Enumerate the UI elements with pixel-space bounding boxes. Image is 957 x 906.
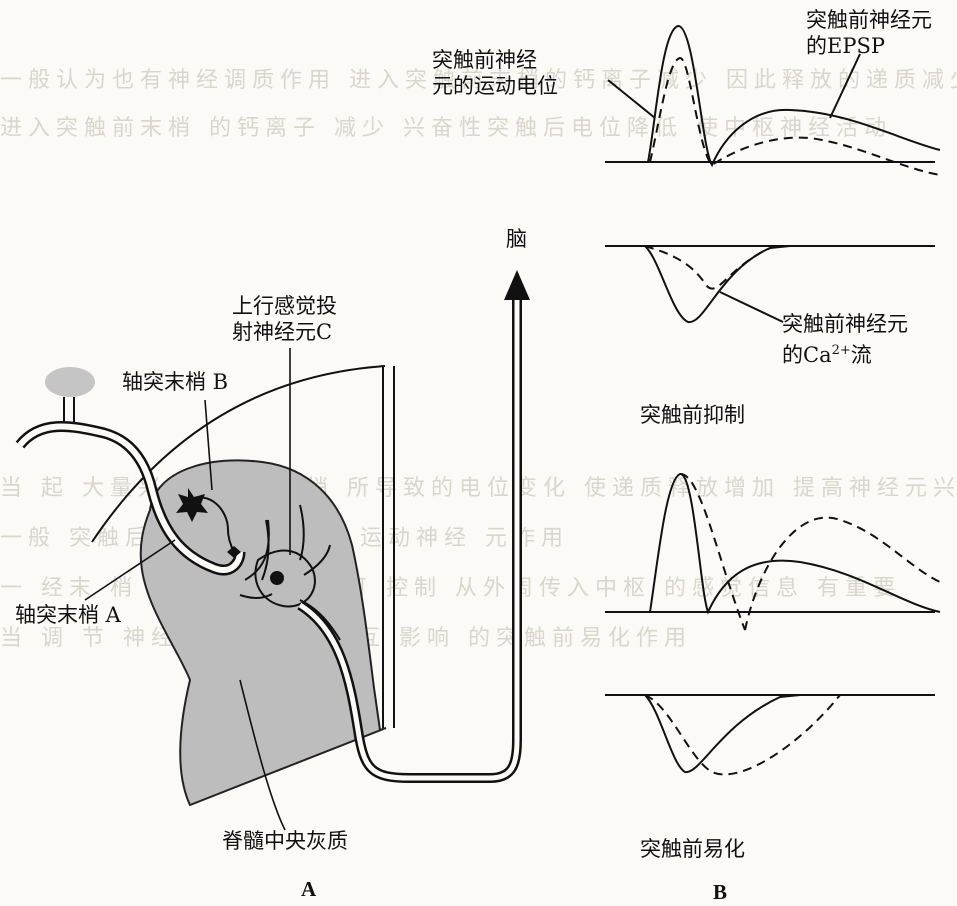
ca-current-solid — [605, 694, 801, 774]
arrow-to-brain — [504, 270, 530, 300]
action-potential-solid — [605, 473, 941, 615]
panel-b-label: B — [713, 880, 728, 904]
ca-current-solid — [605, 245, 791, 324]
panel-a-label: A — [301, 877, 317, 901]
gray-matter-label: 脊髓中央灰质 — [222, 829, 348, 853]
neuron-c-nucleus — [270, 571, 284, 585]
spinal-cord-schematic — [15, 270, 530, 831]
ca-current-dashed — [644, 245, 776, 290]
neuron-c-label-line2: 射神经元C — [232, 320, 333, 344]
axon-b-terminal — [227, 546, 241, 558]
leader-line — [204, 399, 213, 491]
axon-b-star — [176, 488, 208, 522]
action-potential-dashed — [679, 472, 941, 631]
ghost-text: 一般认为也有神经调质作用 进入突触前末梢的钙离子减少 因此释放的递质减少 — [0, 68, 957, 93]
action-potential-label-line2: 元的运动电位 — [432, 74, 558, 98]
leader-line — [84, 539, 176, 601]
neuron-c-dendrites — [239, 504, 341, 641]
ca-label-line1: 突触前神经元 — [782, 312, 908, 336]
ca-current-dashed — [644, 694, 841, 776]
dorsal-root-ganglion — [45, 367, 95, 397]
leader-line — [719, 291, 784, 323]
axon-a-label: 轴突末梢 A — [15, 603, 121, 627]
leader-line — [829, 53, 861, 119]
inhibition-traces — [605, 25, 941, 324]
action-potential-solid — [605, 25, 941, 168]
ca-label-line2: 的Ca2+流 — [782, 337, 872, 369]
brain-label: 脑 — [506, 227, 527, 251]
facilitation-title: 突触前易化 — [640, 837, 745, 861]
ca-label-prefix: 的Ca — [782, 343, 832, 367]
inhibition-title: 突触前抑制 — [640, 403, 745, 427]
action-potential-label-line1: 突触前神经 — [432, 48, 537, 72]
cord-outline — [91, 365, 386, 543]
axon-b-label: 轴突末梢 B — [122, 370, 229, 394]
ca-label-superscript: 2+ — [831, 343, 851, 358]
neuron-c-label-line1: 上行感觉投 — [232, 294, 337, 318]
cord-midline — [382, 366, 395, 728]
facilitation-traces — [605, 472, 941, 776]
gray-matter-region — [139, 459, 387, 807]
action-potential-dashed — [649, 56, 941, 176]
leader-line — [607, 79, 656, 119]
ca-label-suffix: 流 — [850, 343, 872, 367]
epsp-label-line2: 的EPSP — [806, 34, 885, 58]
leader-line — [239, 679, 286, 831]
axon-b-fiber — [187, 496, 235, 553]
epsp-label-line1: 突触前神经元 — [806, 8, 932, 32]
